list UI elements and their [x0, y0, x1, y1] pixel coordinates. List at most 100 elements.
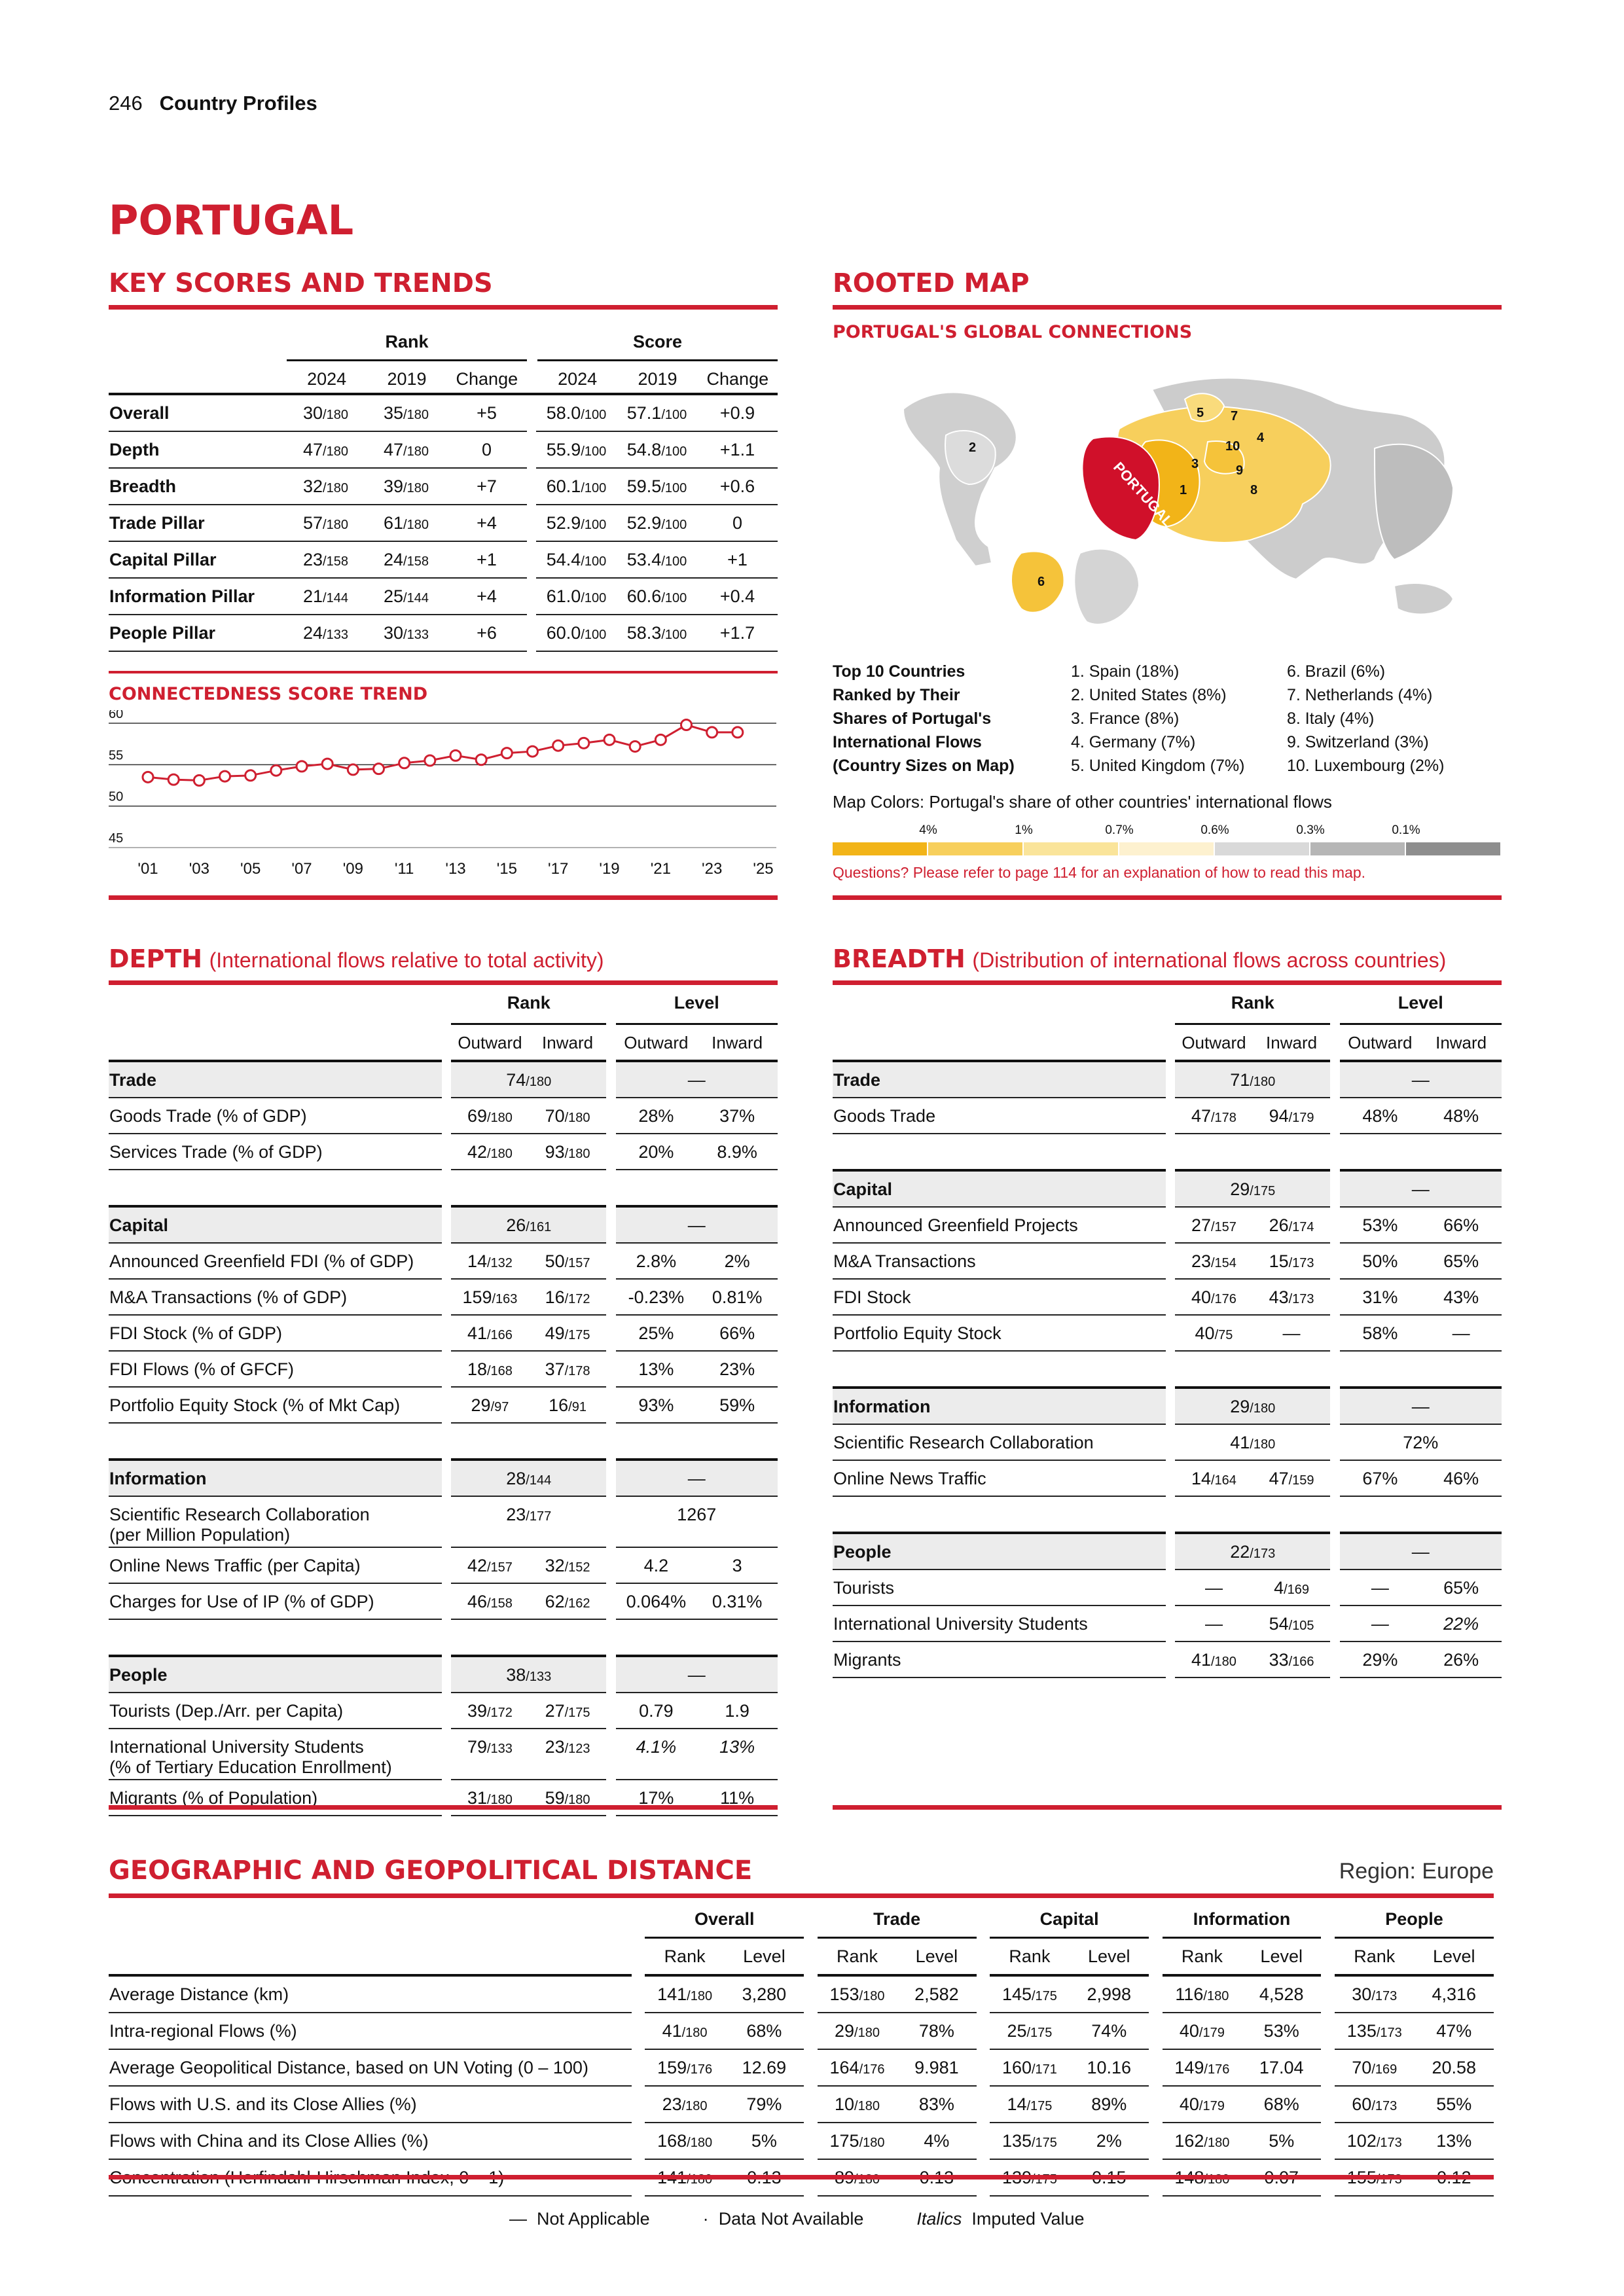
- rank-denominator: /175: [564, 1706, 590, 1720]
- rank-denominator: /180: [323, 480, 348, 495]
- indicator-label: Tourists (Dep./Arr. per Capita): [109, 1693, 442, 1729]
- rank-denominator: /180: [859, 1988, 885, 2003]
- rank-value: 32: [545, 1556, 565, 1575]
- y-tick-label: 45: [109, 831, 123, 846]
- rank-outward: 39/172: [451, 1693, 529, 1729]
- geo-rank: 40/179: [1162, 2087, 1242, 2123]
- trend-bottom-rule: [109, 895, 778, 900]
- geo-region: Region: Europe: [1339, 1859, 1494, 1884]
- y-tick-label: 60: [109, 710, 123, 721]
- score-cell: 25/144: [366, 579, 446, 615]
- top10-heading-line: International Flows: [833, 733, 982, 751]
- geo-row-label: Average Geopolitical Distance, based on …: [109, 2050, 632, 2087]
- rank-value: 153: [829, 1984, 859, 2004]
- indicator-label: Announced Greenfield Projects: [833, 1208, 1166, 1244]
- geo-level: 68%: [1242, 2087, 1322, 2123]
- level-outward: 48%: [1339, 1098, 1421, 1134]
- rank-value: 60: [1352, 2094, 1372, 2114]
- map-label-6: 6: [1038, 575, 1045, 589]
- rank-outward: 42/180: [451, 1134, 529, 1170]
- score-cell: 32/180: [285, 469, 366, 505]
- rank-value: 60.0: [546, 622, 581, 643]
- map-label-2: 2: [969, 440, 976, 455]
- depth-subtitle: (International flows relative to total a…: [209, 948, 604, 972]
- level-inward: 46%: [1420, 1461, 1502, 1497]
- group-header-row: Information 28/144—: [109, 1458, 778, 1497]
- rank-denominator: /75: [1214, 1328, 1233, 1342]
- indicator-row: Online News Traffic (per Capita) 42/157 32…: [109, 1548, 778, 1584]
- x-tick-label: '25: [753, 860, 773, 878]
- group-rank: 26/161: [451, 1205, 607, 1244]
- rooted-map-title: ROOTED MAP: [833, 268, 1030, 298]
- rank-denominator: /175: [1026, 2098, 1053, 2113]
- scale-swatch: [833, 842, 928, 855]
- level-inward: 13%: [696, 1729, 778, 1780]
- outward-header: Outward: [1348, 1033, 1413, 1052]
- rank-value: 14: [1191, 1469, 1211, 1488]
- level-inward: 26%: [1420, 1642, 1502, 1678]
- level-inward: 0.81%: [696, 1280, 778, 1316]
- rank-denominator: /180: [323, 444, 348, 459]
- map-brazil: [1011, 550, 1065, 613]
- rank-denominator: /100: [661, 407, 687, 422]
- indicator-row: Goods Trade 47/178 94/179 48% 48%: [833, 1098, 1502, 1134]
- indicator-label: Migrants (% of Population): [109, 1780, 442, 1816]
- rank-inward: —: [1252, 1316, 1331, 1352]
- score-cell: +1: [697, 542, 778, 579]
- group-rank: 29/175: [1175, 1169, 1331, 1208]
- scale-label: 0.6%: [1200, 823, 1229, 837]
- rank-outward: 47/178: [1175, 1098, 1253, 1134]
- scale-label: 1%: [1015, 823, 1033, 837]
- geo-row: Intra-regional Flows (%) 41/180 68% 29/180 7…: [109, 2013, 1494, 2050]
- rank-denominator: /173: [1376, 2135, 1402, 2150]
- indicator-row: FDI Stock (% of GDP) 41/166 49/175 25% 66%: [109, 1316, 778, 1352]
- rank-denominator: /180: [1250, 1437, 1276, 1452]
- rank-value: 47: [303, 439, 323, 459]
- data-point: [500, 747, 513, 760]
- italics-word: Italics: [916, 2209, 962, 2229]
- scale-label: 0.3%: [1296, 823, 1325, 837]
- indicator-row: Services Trade (% of GDP) 42/180 93/180 20%…: [109, 1134, 778, 1170]
- rank-outward: 29/97: [451, 1388, 529, 1424]
- rank-inward: 70/180: [528, 1098, 607, 1134]
- rank-denominator: /172: [564, 1292, 590, 1306]
- map-label-3: 3: [1191, 457, 1199, 471]
- level-outward: 0.064%: [615, 1584, 697, 1620]
- rank-inward: 47/159: [1252, 1461, 1331, 1497]
- rank-value: 39: [467, 1701, 487, 1721]
- indicator-row: FDI Stock 40/176 43/173 31% 43%: [833, 1280, 1502, 1316]
- rank-value: 164: [829, 2057, 859, 2077]
- score-cell: 23/158: [285, 542, 366, 579]
- data-point: [295, 760, 308, 773]
- rank-denominator: /175: [1250, 1184, 1276, 1198]
- key-score-row: Breadth 32/180 39/180 +7 60.1/100 59.5/100 +0.…: [109, 469, 778, 505]
- rank-denominator: /180: [687, 2135, 713, 2150]
- rank-denominator: /100: [661, 627, 687, 642]
- score-cell: 24/158: [366, 542, 446, 579]
- geo-rank: 10/180: [817, 2087, 897, 2123]
- x-tick-label: '21: [651, 860, 671, 878]
- level-inward: —: [1420, 1316, 1502, 1352]
- data-point: [321, 757, 334, 770]
- indicator-label: Portfolio Equity Stock: [833, 1316, 1166, 1352]
- indicator-row: Portfolio Equity Stock (% of Mkt Cap) 29/…: [109, 1388, 778, 1424]
- key-score-row: Information Pillar 21/144 25/144 +4 61.0/100…: [109, 579, 778, 615]
- rank-value: 14: [467, 1251, 487, 1271]
- rank-value: —: [1282, 1323, 1301, 1343]
- score-cell: 59.5/100: [617, 469, 697, 505]
- rank-value: 42: [467, 1556, 487, 1575]
- data-point: [577, 736, 590, 749]
- col-header: Change: [706, 368, 769, 389]
- data-point: [167, 773, 180, 786]
- indicator-row: Tourists (Dep./Arr. per Capita) 39/172 27/…: [109, 1693, 778, 1729]
- rank-denominator: /158: [487, 1596, 513, 1611]
- x-tick-label: '23: [702, 860, 722, 878]
- rank-value: 46: [467, 1592, 487, 1611]
- indicator-label: FDI Stock: [833, 1280, 1166, 1316]
- geo-level: 2,998: [1069, 1977, 1149, 2013]
- geo-level: 4,528: [1242, 1977, 1322, 2013]
- data-point: [270, 764, 283, 777]
- trend-chart: 60 55 50 45 '01 '03 '05 '07 '09 '11 '13 '15 '17 '19 '2…: [109, 710, 776, 878]
- indicator-label: Services Trade (% of GDP): [109, 1134, 442, 1170]
- geo-group-header: Information: [1162, 1901, 1322, 1939]
